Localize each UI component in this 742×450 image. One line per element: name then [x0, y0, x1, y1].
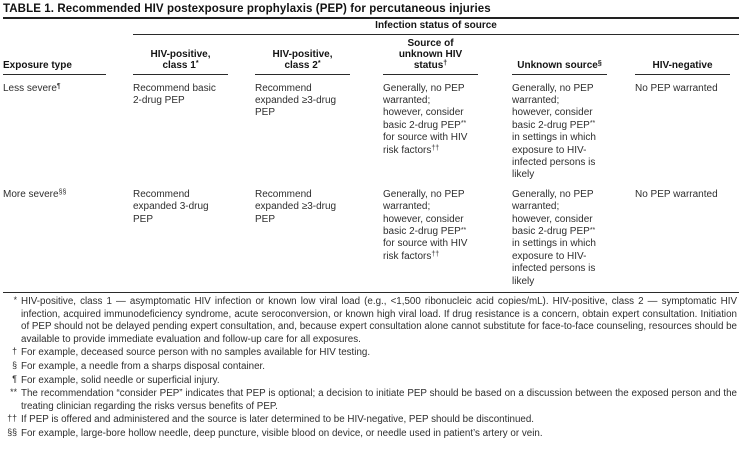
- recommendation-cell: Generally, no PEP warranted; however, cons…: [512, 188, 596, 287]
- recommendation-cell: Recommend basic 2-drug PEP: [133, 82, 216, 106]
- footnote-symbol: ¶: [12, 373, 17, 384]
- column-header: Unknown source§: [512, 35, 635, 75]
- recommendation-cell: No PEP warranted: [635, 188, 718, 200]
- column-header: HIV-positive, class 2*: [255, 35, 383, 75]
- footnote-symbol: §: [12, 359, 17, 370]
- footnote-symbol: ††: [7, 413, 17, 424]
- span-header-row: Infection status of source: [3, 20, 740, 35]
- footnote: § For example, a needle from a sharps dis…: [3, 359, 739, 374]
- footnote-symbol: §§: [7, 426, 17, 437]
- footnote-symbol: †: [12, 346, 17, 357]
- pep-table: Infection status of source Exposure type…: [3, 20, 740, 289]
- recommendation-cell: Recommend expanded ≥3-drug PEP: [255, 82, 337, 119]
- exposure-type-cell: More severe§§: [3, 188, 67, 200]
- footnote-symbol: **: [10, 387, 17, 398]
- footnote: §§ For example, large-bore hollow needle,…: [3, 426, 739, 441]
- span-header-label: Infection status of source: [133, 20, 740, 35]
- exposure-type-cell: Less severe¶: [3, 82, 61, 94]
- footnote-symbol: *: [13, 295, 17, 305]
- table-bottom-rule: [3, 292, 739, 293]
- recommendation-cell: Generally, no PEP warranted; however, cons…: [512, 82, 596, 181]
- table-body: Less severe¶ Recommend basic 2-drug PEP Rec…: [3, 75, 739, 289]
- footnote-text: The recommendation “consider PEP” indica…: [21, 388, 737, 412]
- footnotes: * HIV-positive, class 1 — asymptomatic HI…: [3, 293, 739, 441]
- recommendation-cell: Recommend expanded ≥3-drug PEP: [255, 188, 337, 225]
- table-title: TABLE 1. Recommended HIV postexposure pr…: [3, 3, 491, 15]
- column-header-row: Exposure type HIV-positive, class 1* HIV-po…: [3, 35, 739, 75]
- column-header: Exposure type: [3, 35, 133, 75]
- footnote-text: For example, a needle from a sharps disp…: [21, 360, 265, 372]
- column-header-label: HIV-positive, class 1*: [133, 46, 228, 75]
- footnote: † For example, deceased source person wit…: [3, 346, 739, 360]
- recommendation-cell: Generally, no PEP warranted; however, cons…: [383, 188, 468, 262]
- table-row: Less severe¶ Recommend basic 2-drug PEP Rec…: [3, 75, 739, 182]
- column-header-label: HIV-negative: [635, 57, 730, 75]
- footnote-text: For example, deceased source person with…: [21, 347, 371, 359]
- footnote-text: For example, large-bore hollow needle, d…: [21, 427, 543, 439]
- footnote: ** The recommendation “consider PEP” indi…: [3, 387, 739, 413]
- footnote: †† If PEP is offered and administered and…: [3, 413, 739, 427]
- column-header-label: Exposure type: [3, 57, 106, 75]
- column-header: Source of unknown HIV status†: [383, 35, 512, 75]
- column-header: HIV-positive, class 1*: [133, 35, 255, 75]
- span-header: Infection status of source: [133, 20, 740, 35]
- recommendation-cell: No PEP warranted: [635, 82, 718, 94]
- column-header-label: Source of unknown HIV status†: [383, 35, 478, 75]
- footnote-text: For example, solid needle or superficial…: [21, 374, 220, 386]
- title-rule: [3, 17, 739, 19]
- footnote: * HIV-positive, class 1 — asymptomatic HI…: [3, 295, 739, 346]
- column-header-label: HIV-positive, class 2*: [255, 46, 350, 75]
- footnote-text: HIV-positive, class 1 — asymptomatic HIV…: [21, 296, 738, 345]
- footnote: ¶ For example, solid needle or superficia…: [3, 373, 739, 388]
- column-header-label: Unknown source§: [512, 57, 607, 75]
- span-header-spacer: [3, 20, 133, 35]
- table-row: More severe§§ Recommend expanded 3-drug PEP…: [3, 182, 739, 288]
- column-header: HIV-negative: [635, 35, 739, 75]
- recommendation-cell: Recommend expanded 3-drug PEP: [133, 188, 209, 225]
- recommendation-cell: Generally, no PEP warranted; however, cons…: [383, 82, 468, 156]
- footnote-text: If PEP is offered and administered and t…: [21, 414, 535, 426]
